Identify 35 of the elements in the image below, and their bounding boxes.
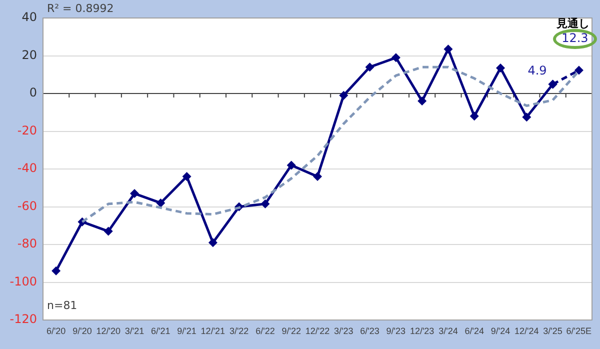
y-tick-label: 0 xyxy=(29,86,37,100)
x-tick-label: 6/'23 xyxy=(360,326,380,336)
y-tick-label: -20 xyxy=(17,123,37,138)
x-tick-label: 12/'20 xyxy=(96,326,120,336)
x-tick-label: 6/'21 xyxy=(151,326,170,336)
x-tick-label: 12/'24 xyxy=(514,326,539,336)
y-tick-label: -120 xyxy=(10,312,37,326)
y-tick-label: -100 xyxy=(10,274,37,288)
y-tick-label: 40 xyxy=(22,10,37,24)
annotation: n=81 xyxy=(47,298,78,312)
x-tick-label: 9/'23 xyxy=(386,326,406,336)
x-tick-label: 3/'22 xyxy=(229,326,249,336)
x-tick-label: 9/'22 xyxy=(282,326,301,336)
y-tick-label: -40 xyxy=(17,161,37,176)
x-tick-label: 9/'21 xyxy=(177,326,196,336)
x-tick-label: 3/'23 xyxy=(334,326,354,336)
x-tick-label: 6/'22 xyxy=(256,326,275,336)
y-tick-label: -60 xyxy=(17,198,37,213)
x-tick-label: 9/'24 xyxy=(490,326,510,336)
text: R² = 0.8992 xyxy=(47,2,114,15)
x-tick-label: 12/'23 xyxy=(410,326,434,336)
x-tick-label: 3/'21 xyxy=(124,326,144,336)
y-tick-label: 20 xyxy=(22,48,37,62)
x-tick-label: 12/'21 xyxy=(200,326,226,336)
x-tick-label: 9/'20 xyxy=(72,326,92,336)
y-tick-label: -80 xyxy=(17,236,37,251)
x-tick-label: 6/'25E xyxy=(566,326,592,336)
x-tick-label: 6/'24 xyxy=(464,326,484,336)
x-tick-label: 12/'22 xyxy=(305,326,330,336)
x-tick-label: 3/'25 xyxy=(543,326,562,336)
annotation: 見通し xyxy=(555,16,590,30)
data-label: 12.3 xyxy=(562,31,588,46)
x-tick-label: 3/'24 xyxy=(438,326,458,336)
x-tick-label: 6/'20 xyxy=(46,326,66,336)
data-label: 4.9 xyxy=(528,63,547,78)
